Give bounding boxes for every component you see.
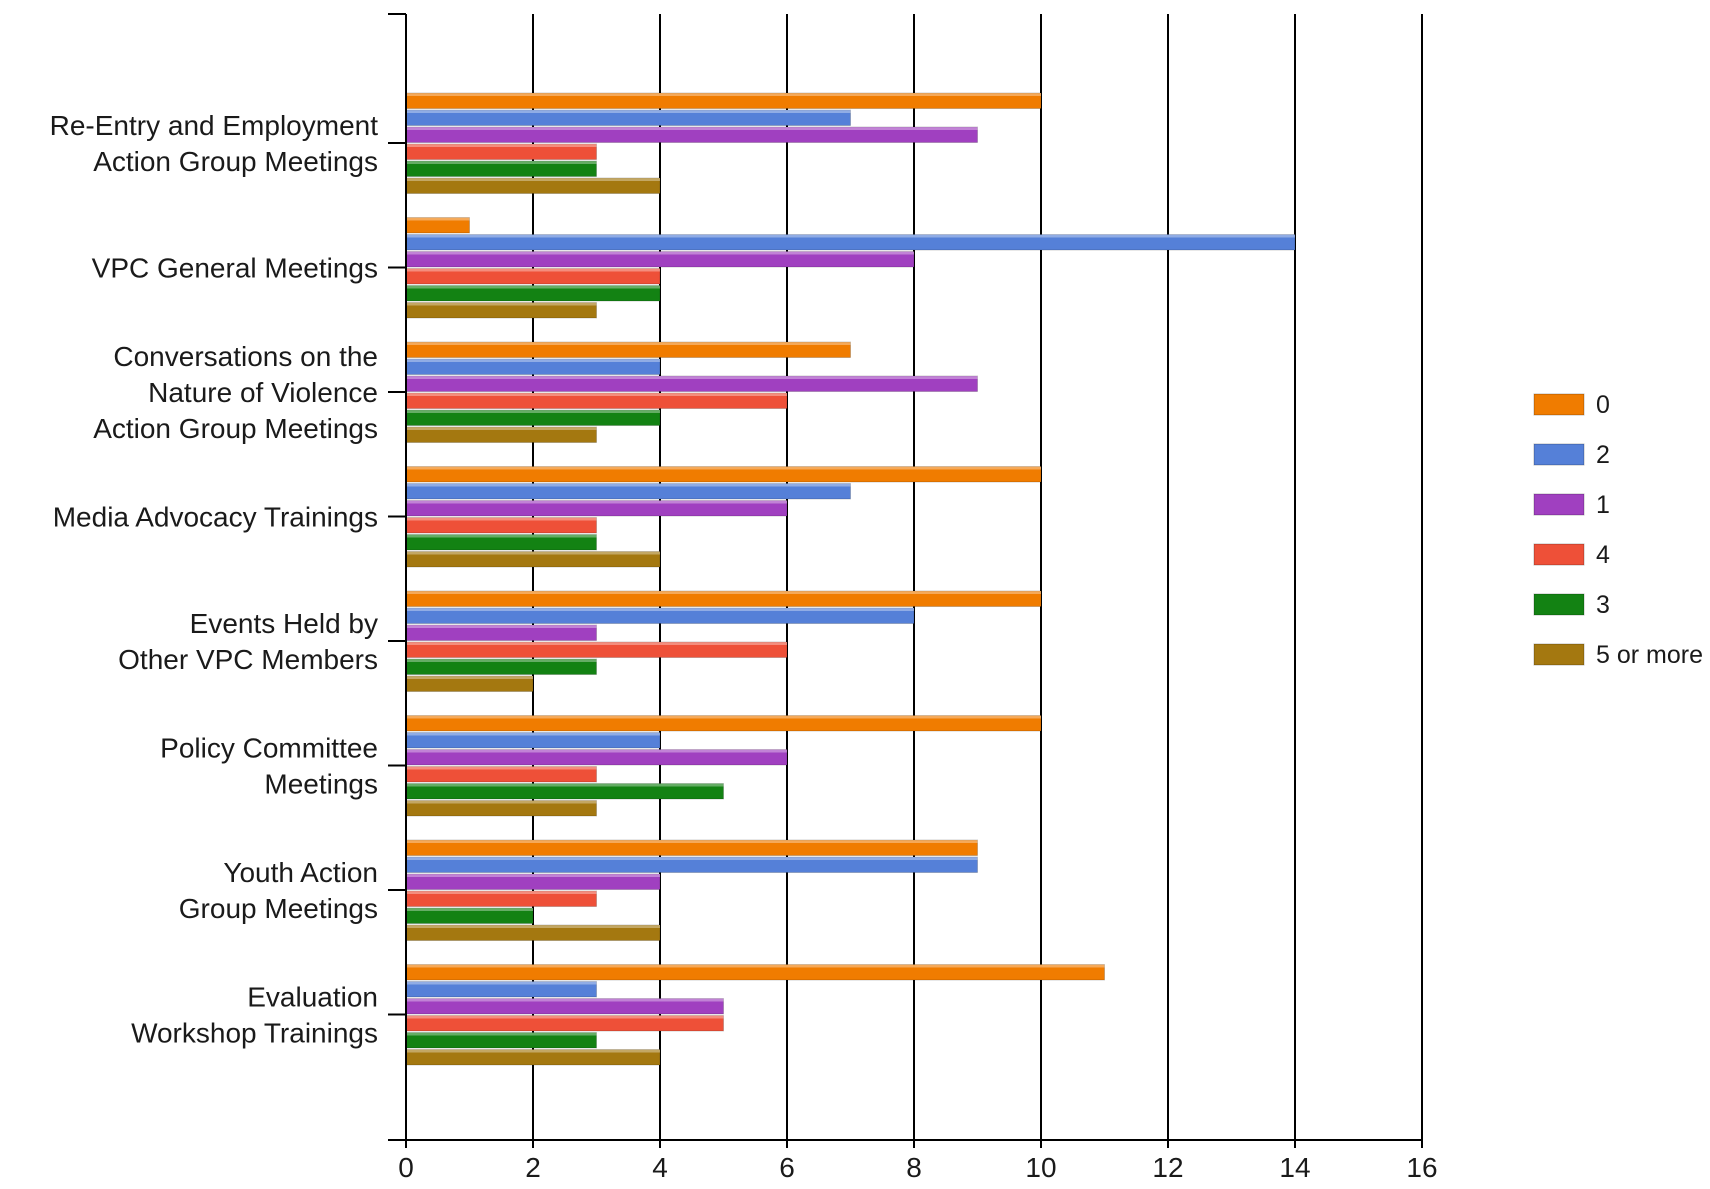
bar-highlight — [406, 783, 724, 787]
legend-label-1: 1 — [1596, 491, 1610, 519]
legend-swatch-1 — [1533, 493, 1585, 516]
bar-highlight — [406, 857, 978, 860]
bar-highlight — [406, 964, 1105, 968]
category-label-2-line-2: Action Group Meetings — [93, 413, 378, 444]
bar-highlight — [406, 376, 978, 379]
bar-highlight — [406, 800, 597, 804]
category-label-6-line-1: Group Meetings — [179, 893, 378, 924]
bar-highlight — [406, 359, 660, 362]
bar-highlight — [406, 178, 660, 181]
category-labels: Re-Entry and Employment Action Group Meet… — [50, 110, 379, 1049]
category-label-6-line-0: Youth Action — [223, 857, 378, 888]
bar-highlight — [406, 676, 533, 679]
bar-highlight — [406, 234, 1295, 238]
bar-highlight — [406, 766, 597, 770]
legend-swatch-2 — [1533, 443, 1585, 466]
category-label-7-line-1: Workshop Trainings — [131, 1018, 378, 1049]
bar-highlight — [406, 500, 787, 504]
x-tick-label-14: 14 — [1279, 1152, 1310, 1183]
bar-highlight — [406, 998, 724, 1002]
bars — [405, 92, 1296, 1066]
bar-highlight — [406, 981, 597, 985]
bar-highlight — [406, 732, 660, 736]
legend-label-0: 0 — [1596, 391, 1610, 419]
bar-highlight — [406, 393, 787, 396]
category-label-2-line-0: Conversations on the — [113, 341, 378, 372]
bar-highlight — [406, 268, 660, 272]
bar-highlight — [406, 840, 978, 843]
bar-highlight — [406, 908, 533, 911]
bar-highlight — [406, 302, 597, 306]
bar-highlight — [406, 874, 660, 877]
category-label-3-line-0: Media Advocacy Trainings — [53, 502, 378, 533]
bar-highlight — [406, 466, 1041, 470]
bar-highlight — [406, 551, 660, 555]
x-tick-label-6: 6 — [779, 1152, 795, 1183]
bar-highlight — [406, 342, 851, 345]
bar-highlight — [406, 608, 914, 611]
category-label-1-line-0: VPC General Meetings — [92, 253, 378, 284]
x-tick-label-16: 16 — [1406, 1152, 1437, 1183]
legend-label-2: 2 — [1596, 441, 1610, 469]
bar-highlight — [406, 534, 597, 538]
x-tick-label-12: 12 — [1152, 1152, 1183, 1183]
x-tick-label-8: 8 — [906, 1152, 922, 1183]
bar-highlight — [406, 217, 470, 221]
category-label-2-line-1: Nature of Violence — [148, 377, 378, 408]
bar-highlight — [406, 110, 851, 113]
category-label-0-line-1: Action Group Meetings — [93, 146, 378, 177]
legend-label-4: 4 — [1596, 541, 1610, 569]
x-tick-label-0: 0 — [398, 1152, 414, 1183]
legend-swatch-5-or-more — [1533, 643, 1585, 666]
legend-label-3: 3 — [1596, 591, 1610, 619]
legend-swatch-0 — [1533, 393, 1585, 416]
category-label-0-line-0: Re-Entry and Employment — [50, 110, 379, 141]
bar-highlight — [406, 127, 978, 130]
bar-highlight — [406, 625, 597, 628]
legend-swatch-4 — [1533, 543, 1585, 566]
bar-highlight — [406, 891, 597, 894]
x-tick-label-2: 2 — [525, 1152, 541, 1183]
bar-highlight — [406, 161, 597, 164]
bar-highlight — [406, 749, 787, 753]
category-label-7-line-0: Evaluation — [247, 982, 378, 1013]
bar-highlight — [406, 93, 1041, 96]
bar-highlight — [406, 427, 597, 430]
bar-highlight — [406, 925, 660, 928]
bar-highlight — [406, 410, 660, 413]
bar-highlight — [406, 715, 1041, 719]
grid-lines — [532, 14, 1423, 1140]
axes: 0 2 4 6 8 10 12 14 16 — [388, 13, 1438, 1183]
bar-highlight — [406, 591, 1041, 594]
legend-swatch-3 — [1533, 593, 1585, 616]
legend-label-5-or-more: 5 or more — [1596, 641, 1703, 669]
bar-highlight — [406, 483, 851, 487]
bar-highlight — [406, 517, 597, 521]
bar-highlight — [406, 285, 660, 289]
bar-highlight — [406, 642, 787, 645]
bar-highlight — [406, 144, 597, 147]
category-label-5-line-0: Policy Committee — [160, 733, 378, 764]
category-label-5-line-1: Meetings — [264, 769, 378, 800]
category-label-4-line-0: Events Held by — [190, 608, 378, 639]
x-tick-label-10: 10 — [1025, 1152, 1056, 1183]
bar-highlight — [406, 1015, 724, 1019]
bar-highlight — [406, 659, 597, 662]
legend: 0 2 1 4 3 5 or more — [1533, 391, 1703, 669]
bar-highlight — [406, 1032, 597, 1036]
x-tick-label-4: 4 — [652, 1152, 668, 1183]
bar-highlight — [406, 1049, 660, 1053]
bar-highlight — [406, 251, 914, 255]
category-label-4-line-1: Other VPC Members — [118, 644, 378, 675]
